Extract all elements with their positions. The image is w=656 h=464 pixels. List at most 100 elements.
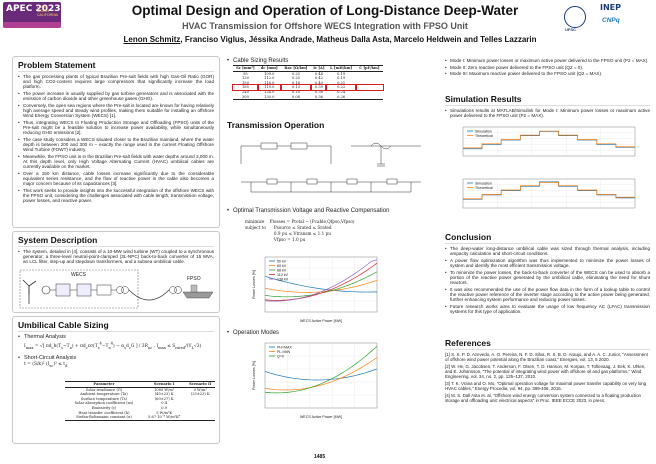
problem-bullet: Conversely, the open sea regions where t… [18, 103, 214, 119]
operation-modes-title: Operation Modes [227, 330, 439, 336]
legend-label: PL=MIN [277, 350, 290, 354]
legend-label: Theoretical [475, 134, 493, 138]
problem-statement-title: Problem Statement [18, 60, 214, 72]
series-line [264, 368, 378, 381]
conclusion-bullet: Future research works aims to evaluate t… [445, 304, 650, 314]
table-cell: 0.24 [337, 89, 346, 94]
table-cell: 0.40 [314, 80, 323, 85]
problem-bullet: Meanwhile, the FPSO unit is in the Brazi… [18, 154, 214, 170]
table-cell: 240 [242, 89, 249, 94]
inverter-block [76, 283, 92, 297]
legend-label: 110 kV [277, 273, 289, 277]
table-cell: 95 [243, 71, 248, 76]
author-list: Lenon Schmitz, Franciso Viglus, Jéssika … [40, 35, 620, 44]
table-cell: (60±27) K [154, 396, 174, 401]
table-cell: 1000 W/m² [154, 387, 175, 392]
table-row: Ambient temperature (Ta) (45±23) K (25±23)… [65, 392, 215, 397]
legend-label: Simulation [475, 181, 492, 185]
x-axis-label: WECS Active Power [MW] [300, 415, 342, 419]
table-cell: Stefan-Boltzmann constant (σ) [76, 415, 132, 420]
cnpq-logo: CNPq [602, 17, 620, 24]
column-right: Mode I: Minimum power losses or maximum … [445, 56, 650, 405]
reference-item: [1] S. S. P. D. Azevedo, A. O. Pereira, … [445, 352, 648, 362]
plot-area [462, 126, 636, 157]
optimization-problem: minimize Plosses = Ptotal − (Pcable,Qfps… [245, 219, 355, 243]
table-cell: 0.10 [291, 89, 300, 94]
table-cell: 0.25 [291, 71, 300, 76]
table-row-highlighted: 185 119.0 0.13 0.39 0.22 [232, 84, 385, 91]
conclusion-bullet: A power flow optimization algorithm was … [445, 258, 650, 268]
table-cell: 185 [232, 84, 259, 91]
table-row: Heat transfer coefficient (h) 5 W/m²K [65, 411, 215, 416]
simulation-bullets: Simulations results at MATLAB/Simulink f… [445, 108, 650, 118]
table-cell: 300 [242, 94, 249, 99]
table-row: Solar absorption coefficient (αs) 0.4 [65, 401, 215, 406]
table-cell: Emissivity (ε) [91, 405, 117, 410]
simulation-results-title: Simulation Results [445, 94, 650, 106]
apec-logo: APEC 2023 LONG BEACH CALIFORNIA [3, 2, 61, 28]
fpso-ship-icon [182, 291, 214, 299]
series-line [463, 130, 635, 149]
x-axis-label: WECS Active Power [MW] [300, 319, 342, 323]
minimize-label: minimize [245, 219, 265, 224]
table-cell: 0.08 [291, 94, 300, 99]
table-cell: 116.0 [264, 80, 275, 85]
references-section: References [1] S. S. P. D. Azevedo, A. O… [445, 338, 650, 403]
table-header-cell: C [μF/km] [359, 66, 380, 70]
table-cell: 112.0 [264, 76, 275, 81]
table-cell: 119.0 [256, 84, 282, 91]
series-line [264, 262, 378, 301]
table-header-row: Sc [mm²] dc [mm] Rac [Ω/km] Ic [A] L [mH… [233, 65, 383, 72]
umbilical-cable-line [128, 289, 170, 301]
co-authors: , Franciso Viglus, Jéssika Andrade, Math… [180, 35, 537, 44]
wind-turbine-icon [22, 279, 37, 304]
presenter-name: Lenon Schmitz [123, 35, 181, 44]
table-row: Solar irradiance (G) 1000 W/m² 0 W/m² [65, 387, 215, 392]
legend-label: 69 kV [277, 264, 287, 268]
table-cell: 109.0 [264, 71, 275, 76]
table-cell: Heat transfer coefficient (h) [78, 410, 130, 415]
wecs-label: WECS [71, 272, 87, 278]
legend-label: PH=MAX [277, 345, 292, 349]
table-cell: 0.22 [325, 84, 357, 91]
mode-bullet: Mode III: Maximum reactive power deliver… [445, 71, 650, 76]
legend-label: 88 kV [277, 268, 287, 272]
apec-logo-bar [3, 22, 61, 28]
thermal-analysis-heading: Thermal Analysis [18, 334, 214, 340]
system-bullet: The system, detailed in [4], consists of… [18, 249, 214, 265]
table-cell: 0.13 [279, 84, 313, 91]
legend-label: 50 kV [277, 259, 287, 263]
table-header-cell: L [mH/km] [330, 66, 353, 70]
table-row: 240 124.0 0.10 0.38 0.24 [233, 90, 383, 95]
table-header-cell: Sc [mm²] [236, 66, 255, 70]
references-title: References [445, 338, 650, 350]
problem-bullet: The gas processing plants of typical Bra… [18, 74, 214, 90]
table-row: Stefan-Boltzmann constant (σ) 5.67·10⁻⁸ W… [65, 415, 215, 421]
table-row: Surface temperature (Ts) (60±27) K [65, 397, 215, 402]
step-up-transformer-icon [116, 286, 129, 294]
reference-item: [3] T. K. Vrana and O. Mo, "Optimal oper… [445, 381, 647, 391]
rectifier-block [55, 283, 71, 297]
table-header-cell: Ic [A] [313, 66, 325, 70]
table-cell: 120 [242, 76, 249, 81]
table-cell: Solar absorption coefficient (αs) [74, 401, 134, 406]
system-bullets: The system, detailed in [4], consists of… [18, 249, 214, 265]
y-axis-label: Power Losses [%] [252, 361, 256, 390]
table-cell: 5.67·10⁻⁸ W/m²K⁴ [148, 415, 181, 420]
short-circuit-equation: t = (S/k)² (Isc)² ≤ td [24, 362, 68, 369]
table-row: 95 109.0 0.25 0.44 0.19 [233, 71, 383, 76]
plot-area [264, 256, 378, 313]
table-cell: 0.19 [337, 71, 346, 76]
table-cell: Solar irradiance (G) [85, 387, 123, 392]
problem-bullet: The power increase is usually supplied b… [18, 91, 214, 101]
table-cell: 0.4 [161, 401, 168, 406]
problem-statement-box: Problem Statement The gas processing pla… [12, 56, 220, 228]
problem-bullet: Over a 150 km distance, cable losses inc… [18, 171, 214, 187]
page-number: 1485 [314, 454, 326, 460]
simulation-bullet: Simulations results at MATLAB/Simulink f… [445, 108, 650, 118]
constraint: Vfpso = 1.0 pu [273, 237, 306, 242]
